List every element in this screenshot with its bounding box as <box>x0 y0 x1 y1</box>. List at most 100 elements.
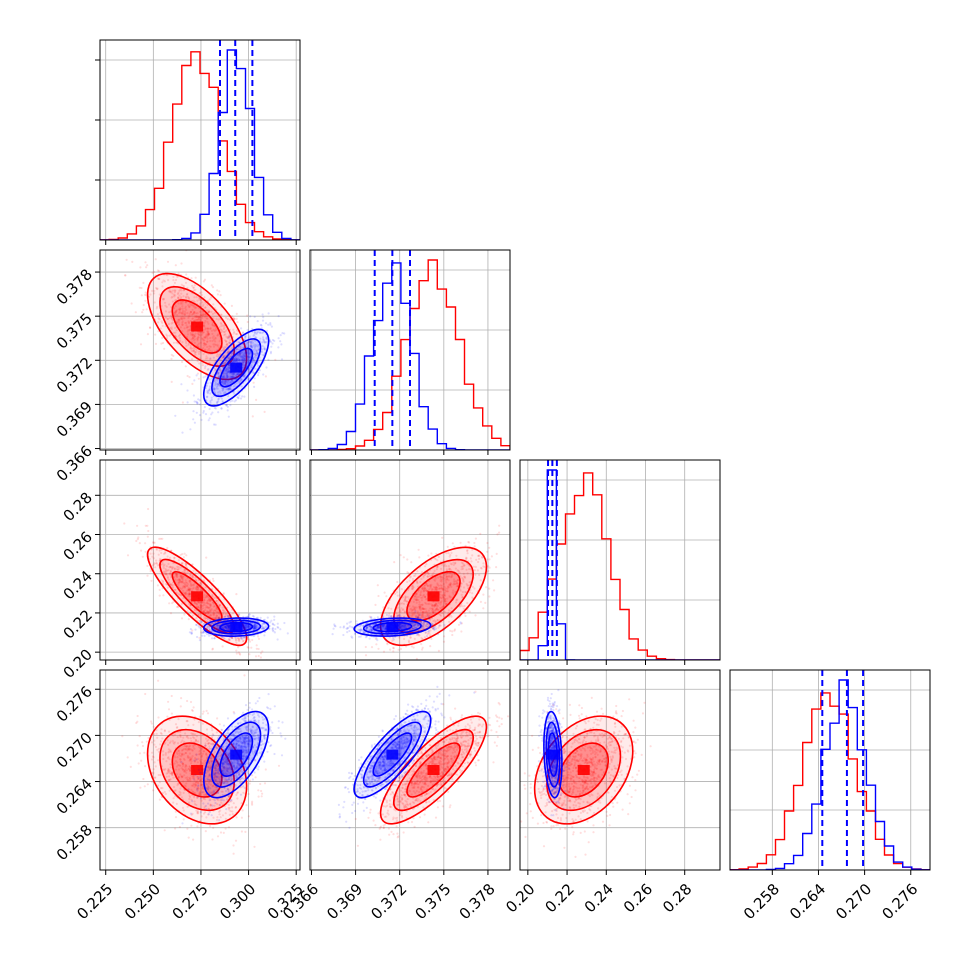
scatter-point <box>184 553 186 555</box>
scatter-point <box>190 628 192 630</box>
scatter-point <box>126 259 128 261</box>
scatter-point <box>209 364 211 366</box>
scatter-point <box>200 419 202 421</box>
scatter-point <box>189 428 191 430</box>
scatter-point <box>348 630 350 632</box>
scatter-point <box>265 375 267 377</box>
scatter-point <box>392 650 394 652</box>
scatter-point <box>207 368 209 370</box>
scatter-point <box>135 311 137 313</box>
scatter-point <box>370 665 372 667</box>
scatter-point <box>175 264 177 266</box>
scatter-point <box>205 413 207 415</box>
scatter-point <box>162 594 164 596</box>
scatter-point <box>170 612 172 614</box>
scatter-point <box>484 602 486 604</box>
scatter-point <box>182 401 184 403</box>
scatter-point <box>199 622 201 624</box>
scatter-point <box>424 665 426 667</box>
scatter-point <box>262 373 264 375</box>
scatter-point <box>237 321 239 323</box>
scatter-point <box>227 337 229 339</box>
scatter-point <box>255 655 257 657</box>
scatter-point <box>453 546 455 548</box>
scatter-point <box>272 339 274 341</box>
scatter-point <box>460 630 462 632</box>
scatter-point <box>199 639 201 641</box>
scatter-point <box>192 418 194 420</box>
scatter-point <box>194 400 196 402</box>
scatter-point <box>146 264 148 266</box>
scatter-point <box>236 652 238 654</box>
scatter-point <box>277 626 279 628</box>
scatter-point <box>144 294 146 296</box>
scatter-point <box>187 401 189 403</box>
scatter-point <box>274 628 276 630</box>
scatter-point <box>392 647 394 649</box>
scatter-point <box>495 566 497 568</box>
scatter-point <box>257 320 259 322</box>
scatter-point <box>474 614 476 616</box>
scatter-point <box>271 326 273 328</box>
scatter-point <box>144 261 146 263</box>
scatter-point <box>231 337 233 339</box>
scatter-point <box>264 663 266 665</box>
scatter-point <box>486 542 488 544</box>
scatter-point <box>145 266 147 268</box>
scatter-point <box>251 639 253 641</box>
scatter-point <box>228 639 230 641</box>
scatter-point <box>224 638 226 640</box>
scatter-point <box>255 399 257 401</box>
scatter-point <box>195 624 197 626</box>
scatter-point <box>260 652 262 654</box>
scatter-point <box>204 635 206 637</box>
scatter-point <box>224 616 226 618</box>
scatter-point <box>215 424 217 426</box>
scatter-point <box>155 258 157 260</box>
scatter-point <box>226 404 228 406</box>
scatter-point <box>159 595 161 597</box>
scatter-point <box>430 638 432 640</box>
scatter-point <box>202 412 204 414</box>
scatter-point <box>247 638 249 640</box>
scatter-point <box>146 308 148 310</box>
scatter-point <box>142 282 144 284</box>
scatter-point <box>186 389 188 391</box>
scatter-point <box>198 378 200 380</box>
scatter-point <box>146 525 148 527</box>
panel-0-0 <box>95 40 300 245</box>
scatter-point <box>147 530 149 532</box>
scatter-point <box>418 549 420 551</box>
scatter-point <box>249 315 251 317</box>
scatter-point <box>429 645 431 647</box>
scatter-point <box>147 508 149 510</box>
scatter-point <box>270 346 272 348</box>
scatter-point <box>252 415 254 417</box>
scatter-point <box>199 414 201 416</box>
scatter-point <box>240 327 242 329</box>
scatter-point <box>270 352 272 354</box>
scatter-point <box>458 624 460 626</box>
scatter-point <box>247 647 249 649</box>
scatter-point <box>204 365 206 367</box>
scatter-point <box>224 346 226 348</box>
scatter-point <box>270 620 272 622</box>
panel-background <box>100 460 300 660</box>
scatter-point <box>480 601 482 603</box>
scatter-point <box>197 373 199 375</box>
scatter-point <box>386 643 388 645</box>
scatter-point <box>443 624 445 626</box>
scatter-point <box>166 547 168 549</box>
scatter-point <box>139 266 141 268</box>
scatter-point <box>489 567 491 569</box>
density-peak <box>191 591 203 601</box>
scatter-point <box>217 411 219 413</box>
scatter-point <box>185 273 187 275</box>
scatter-point <box>124 274 126 276</box>
scatter-point <box>241 395 243 397</box>
scatter-point <box>492 579 494 581</box>
scatter-point <box>196 374 198 376</box>
scatter-point <box>397 661 399 663</box>
scatter-point <box>260 324 262 326</box>
scatter-point <box>231 305 233 307</box>
